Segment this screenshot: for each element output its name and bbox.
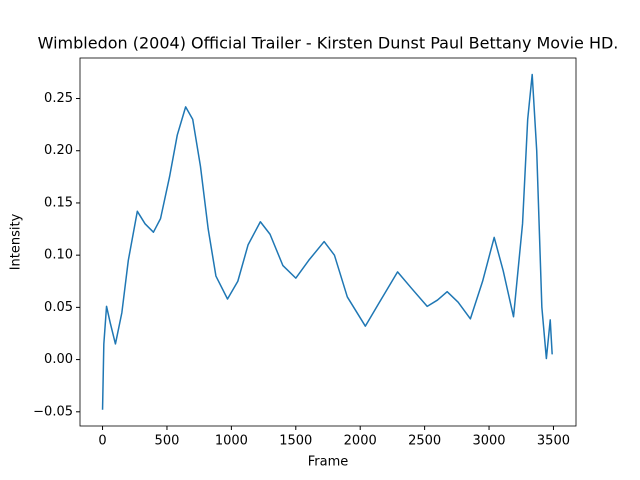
y-tick-label: 0.25 <box>44 91 73 106</box>
x-tick-label: 0 <box>98 434 106 449</box>
y-tick-label: 0.00 <box>44 352 73 367</box>
y-tick-label: 0.05 <box>44 300 73 315</box>
x-tick-label: 2000 <box>344 434 377 449</box>
y-tick-label: 0.10 <box>44 248 73 263</box>
plot-frame <box>79 57 577 427</box>
x-axis-label: Frame <box>308 455 349 470</box>
x-tick-label: 1500 <box>279 434 312 449</box>
x-tick-label: 500 <box>155 434 180 449</box>
x-tick-label: 3000 <box>472 434 505 449</box>
y-tick-label: 0.20 <box>44 143 73 158</box>
x-tick-label: 2500 <box>408 434 441 449</box>
y-axis-label: Intensity <box>9 213 24 270</box>
chart-title: Wimbledon (2004) Official Trailer - Kirs… <box>38 34 619 53</box>
x-tick-label: 3500 <box>537 434 570 449</box>
data-line <box>101 73 553 410</box>
x-tick-label: 1000 <box>215 434 248 449</box>
y-tick-label: −0.05 <box>33 404 73 419</box>
y-tick-label: 0.15 <box>44 195 73 210</box>
